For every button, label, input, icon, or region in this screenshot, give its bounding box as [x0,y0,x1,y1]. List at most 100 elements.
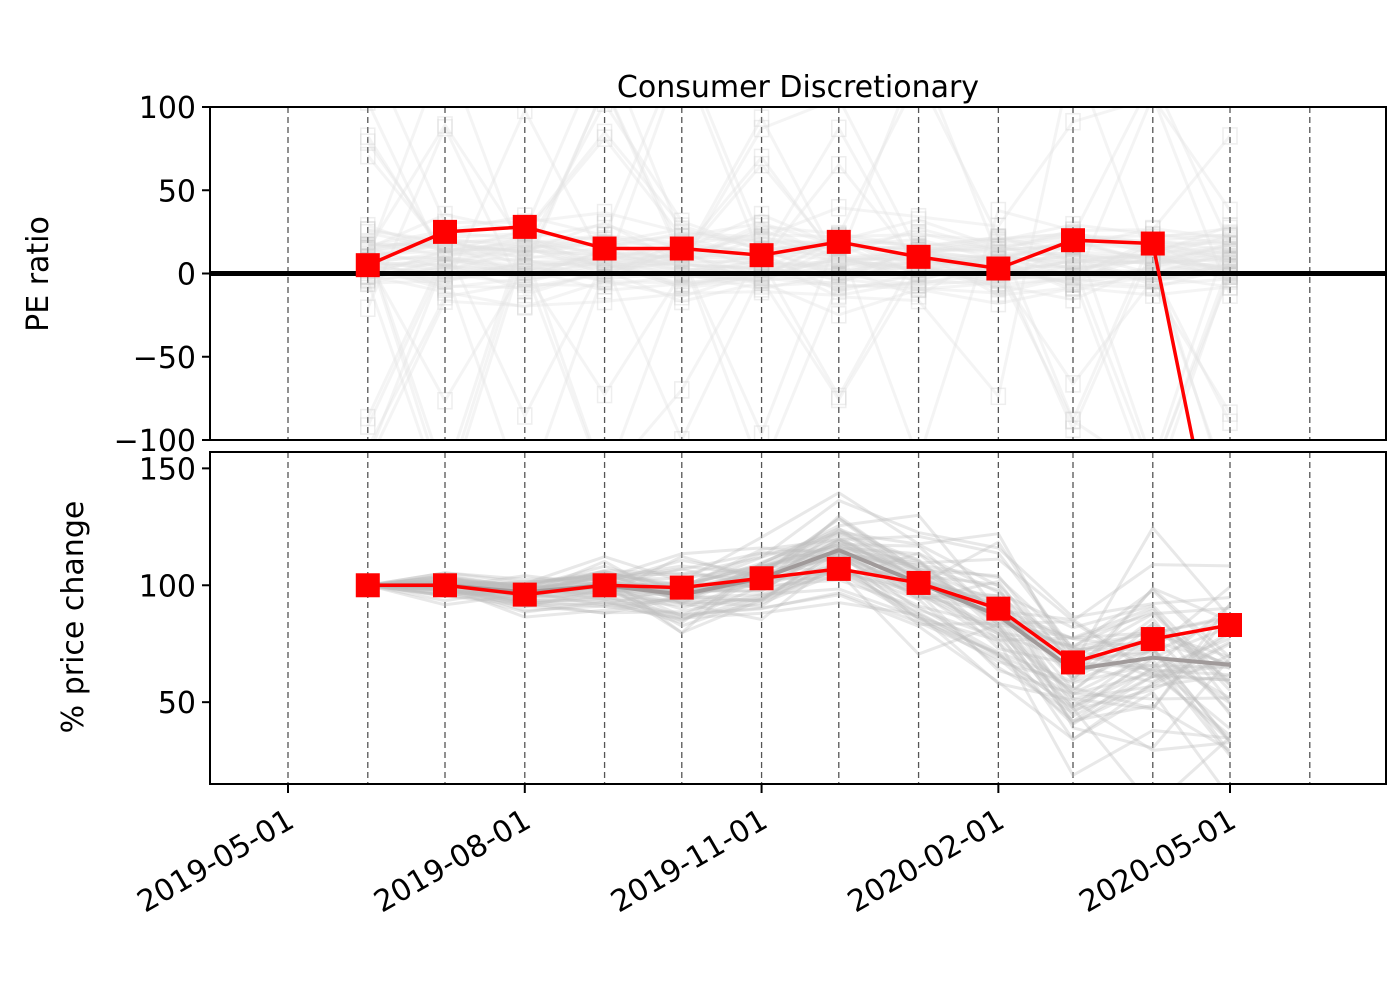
background-marker [1222,229,1238,247]
background-line [367,539,1231,694]
price-change-point [1218,613,1242,638]
background-line [367,212,1232,440]
background-marker [360,133,376,151]
background-marker [1222,235,1238,254]
background-marker [1222,251,1238,270]
background-marker [1222,231,1238,249]
bottom-y-tick-label: 100 [139,569,196,604]
top-y-tick-label: 100 [139,91,196,126]
background-marker [437,269,453,287]
price-change-point [512,582,537,607]
background-marker [910,211,927,229]
background-marker [831,198,847,217]
background-marker [1065,268,1081,287]
background-marker [831,286,847,305]
background-marker [437,249,453,268]
background-marker [753,217,770,236]
background-marker [674,284,690,303]
background-marker [990,239,1007,257]
background-marker [990,294,1007,313]
background-line [377,277,1232,440]
background-marker [1065,420,1081,438]
background-marker [1065,267,1081,285]
background-marker [517,238,533,256]
chart-title: Consumer Discretionary [617,70,979,105]
background-marker [910,280,927,299]
background-marker [753,214,770,233]
top-y-tick-label: −50 [133,341,196,376]
background-marker [1222,251,1238,269]
background-marker [674,279,690,297]
background-marker [912,48,926,64]
background-line [367,542,1231,680]
background-marker [596,269,613,288]
x-tick-label: 2020-02-01 [842,803,1010,920]
background-line [367,546,1231,623]
background-marker [1065,259,1081,278]
background-marker [1065,278,1081,296]
background-marker [596,203,613,222]
background-marker [674,277,690,295]
background-marker [1222,245,1238,263]
background-marker [596,107,613,112]
top-y-tick-label: −100 [114,424,196,459]
background-line [367,583,1222,784]
background-line [367,238,1231,279]
background-marker [910,279,927,297]
background-marker [517,279,533,297]
background-line [367,498,1231,619]
background-marker [437,247,453,265]
background-line [367,583,1232,711]
background-marker [360,107,376,111]
background-line [367,257,1232,423]
background-marker [831,267,847,285]
top-plot-area [210,36,1386,440]
background-line [367,578,1232,755]
background-marker [517,298,533,316]
background-line [367,490,1232,668]
background-marker [990,228,1007,247]
background-marker [1222,219,1238,238]
background-marker [1222,253,1238,272]
background-marker [1065,252,1081,270]
background-line [367,530,1232,750]
background-marker [753,221,770,239]
background-line [367,135,1231,260]
background-marker [1065,112,1081,131]
background-line [367,526,1231,668]
price-change-point [1140,627,1165,652]
background-line [367,238,1231,288]
background-marker [437,292,453,310]
background-marker [1065,252,1081,271]
background-marker [1222,225,1238,244]
background-line [367,568,1231,742]
background-marker [1065,279,1081,297]
background-line [367,544,1232,713]
background-marker [360,299,376,317]
background-marker [1065,252,1081,270]
pe-ratio-point [1061,228,1085,253]
background-marker [596,123,613,142]
x-tick-label: 2019-05-01 [132,803,300,920]
background-marker [1065,261,1081,279]
background-marker [674,292,690,311]
background-marker [596,292,613,311]
background-marker [437,251,453,269]
price-change-point [592,573,617,598]
background-line [367,245,1231,289]
background-marker [1222,248,1238,266]
background-marker [831,119,847,138]
background-marker [1222,250,1238,268]
background-marker [1222,249,1238,267]
background-line [367,583,1231,752]
background-marker [990,238,1007,256]
background-marker [437,249,453,267]
background-marker [831,156,847,174]
background-marker [596,385,613,404]
background-line [367,107,1231,424]
background-marker [1065,259,1081,278]
background-marker [753,148,770,167]
bottom-y-tick-label: 50 [158,686,196,721]
background-marker [598,36,612,52]
price-change-point [749,566,774,591]
